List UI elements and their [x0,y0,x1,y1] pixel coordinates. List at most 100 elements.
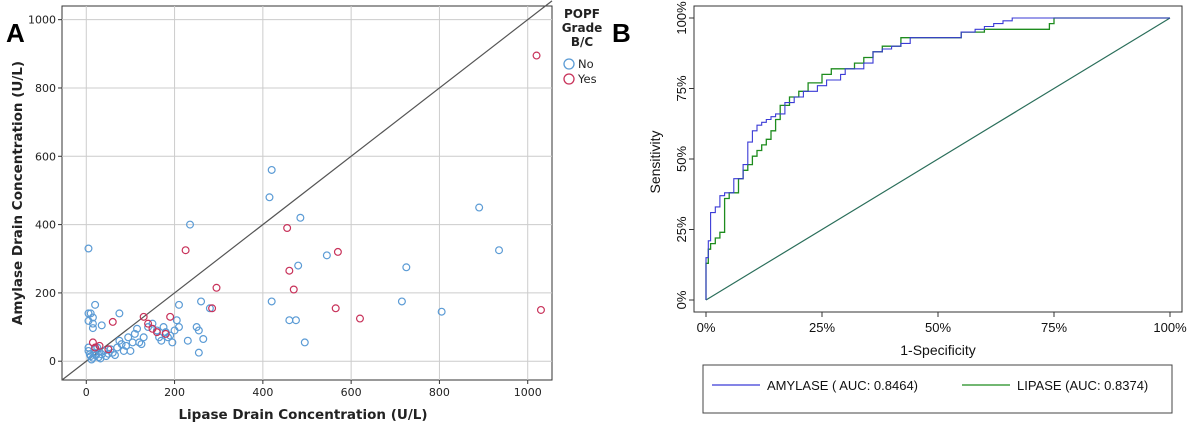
scatter-point-no [495,246,504,255]
scatter-point-no [199,335,208,344]
plot-b-reference-line [705,17,1171,301]
legend-title-line-3: B/C [571,35,594,49]
scatter-point-yes [208,304,217,313]
plot-b-x-axis-label: 1-Specificity [900,342,975,358]
scatter-point-no [88,319,97,328]
plot-a-x-axis-label: Lipase Drain Concentration (U/L) [178,407,427,423]
scatter-point-yes [161,329,170,338]
scatter-point-yes [88,338,97,347]
scatter-point-yes [333,247,342,256]
scatter-point-no [88,324,97,333]
plot-a-x-tick-label: 600 [341,386,362,399]
scatter-point-yes [104,345,113,354]
scatter-point-yes [285,266,294,275]
plot-b-x-tick-label: 50% [925,320,951,335]
scatter-point-no [197,297,206,306]
scatter-point-no [86,309,95,318]
scatter-point-no [93,343,102,352]
scatter-point-no [194,326,203,335]
scatter-point-no [157,336,166,345]
legend-marker-no [563,58,575,70]
scatter-point-no [137,340,146,349]
scatter-point-no [322,251,331,260]
plot-a-frame [61,5,553,381]
scatter-point-no [166,331,175,340]
legend-label-lipase: LIPASE (AUC: 0.8374) [1017,378,1148,393]
scatter-point-no [110,351,119,360]
plot-a-y-tick-label: 1000 [28,14,56,27]
scatter-point-no [84,309,93,318]
plot-a-y-tick-label: 0 [49,355,56,368]
scatter-point-no [122,341,131,350]
plot-a-x-tick-label: 200 [164,386,185,399]
panel-b: B 0% 25% 50% 75% 100% 0% 25% 50% 75% 100% 1-Speci… [612,1,1187,414]
scatter-point-no [148,319,157,328]
scatter-point-no [174,323,183,332]
scatter-point-yes [181,246,190,255]
scatter-point-no [205,304,214,313]
scatter-point-yes [283,224,292,233]
scatter-point-no [174,300,183,309]
plot-b-y-tick-label: 0% [674,290,689,309]
scatter-point-no [115,309,124,318]
scatter-point-no [133,324,142,333]
scatter-point-no [397,297,406,306]
plot-b-y-tick-label: 50% [674,146,689,172]
plot-a-y-tick-label: 400 [35,219,56,232]
scatter-point-yes [166,312,175,321]
scatter-point-no [91,300,100,309]
scatter-point-yes [95,341,104,350]
panel-letter-b: B [612,18,631,48]
plot-a-x-tick-label: 800 [429,386,450,399]
plot-a-legend: POPF Grade B/C No Yes [562,7,603,86]
plot-b-y-tick-label: 100% [674,1,689,35]
scatter-point-no [291,316,300,325]
plot-b-y-axis-label: Sensitivity [647,130,663,193]
scatter-point-no [139,333,148,342]
plot-a-x-tick-label: 400 [252,386,273,399]
scatter-point-no [124,333,133,342]
scatter-point-no [183,336,192,345]
scatter-point-no [159,323,168,332]
panel-letter-a: A [6,18,25,48]
scatter-point-no [172,316,181,325]
plot-a-x-tick-label: 1000 [514,386,542,399]
scatter-point-no [126,346,135,355]
plot-a-gridlines [62,6,552,380]
scatter-point-no [117,340,126,349]
plot-b-x-tick-label: 0% [697,320,716,335]
legend-label-amylase: AMYLASE ( AUC: 0.8464) [767,378,918,393]
scatter-point-no [87,355,96,364]
plot-b-y-tick-label: 25% [674,216,689,242]
scatter-point-no [84,244,93,253]
plot-a-reference-line [61,0,553,381]
plot-b-ticks: 0% 25% 50% 75% 100% 0% 25% 50% 75% 100% [674,1,1187,335]
scatter-point-yes [289,285,298,294]
plot-b-x-tick-label: 75% [1041,320,1067,335]
panel-a: A 0 200 400 600 800 1000 0 200 400 600 800 1000 Lip… [6,0,603,423]
legend-box [702,364,1173,414]
scatter-point-yes [139,312,148,321]
scatter-point-no [168,338,177,347]
legend-title-line-1: POPF [564,7,600,21]
scatter-point-no [186,220,195,229]
scatter-point-yes [536,305,545,314]
plot-b-legend: AMYLASE ( AUC: 0.8464) LIPASE (AUC: 0.83… [702,364,1173,414]
scatter-point-no [135,338,144,347]
plot-a-y-tick-label: 600 [35,150,56,163]
scatter-point-yes [532,51,541,60]
plot-b-x-tick-label: 100% [1153,320,1187,335]
scatter-point-no [194,348,203,357]
scatter-point-no [475,203,484,212]
scatter-point-yes [212,283,221,292]
scatter-point-no [296,213,305,222]
scatter-point-no [102,352,111,361]
scatter-point-no [437,307,446,316]
scatter-point-no [265,193,274,202]
scatter-point-no [97,321,106,330]
scatter-point-no [267,297,276,306]
plot-b-x-tick-label: 25% [809,320,835,335]
scatter-point-yes [144,319,153,328]
scatter-point-no [402,263,411,272]
